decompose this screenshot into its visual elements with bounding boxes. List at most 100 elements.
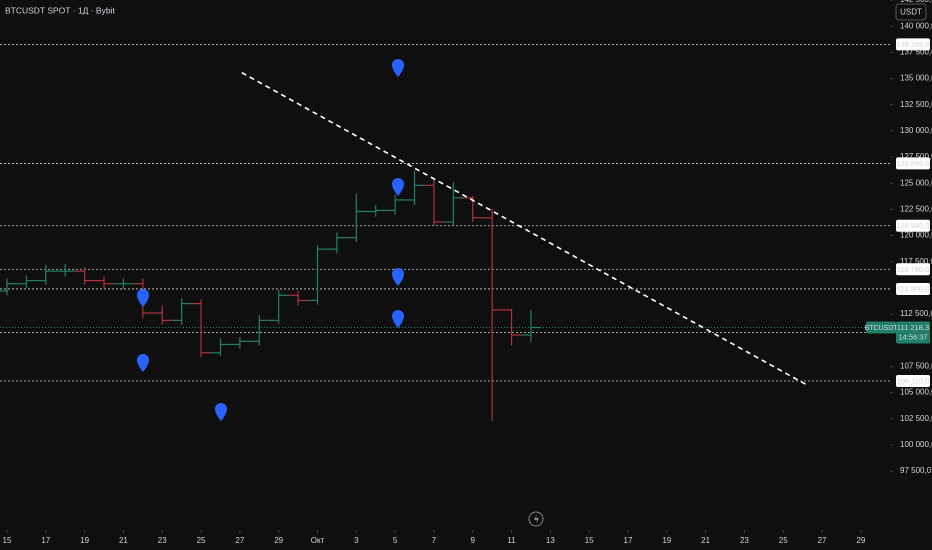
x-tick-label: 11 [507, 536, 516, 545]
replay-icon[interactable] [528, 511, 544, 527]
x-tick-label: 17 [41, 536, 50, 545]
chart-title: BTCUSDT SPOT · 1Д · Bybit [5, 5, 115, 15]
candle [521, 309, 541, 343]
candle [249, 315, 269, 346]
currency[interactable]: USDT [900, 8, 922, 17]
candle [74, 266, 95, 285]
candle [327, 232, 347, 254]
candle [0, 278, 17, 296]
x-tick-label: 23 [740, 536, 749, 545]
level-label-box [896, 157, 930, 170]
y-tick-label: 100 000,0 [900, 440, 932, 449]
pin [392, 59, 404, 77]
candle [501, 308, 522, 346]
markers [137, 59, 404, 421]
pin [392, 310, 404, 328]
candle [16, 275, 37, 288]
candle [482, 209, 502, 421]
x-tick-label: 15 [585, 536, 594, 545]
candle [94, 276, 114, 288]
x-tick-label: 9 [471, 536, 476, 545]
icon-circle[interactable] [528, 511, 544, 527]
level-label: 116 780,0 [897, 265, 930, 274]
x-tick-label: 13 [546, 536, 555, 545]
level-label: 138 260,0 [896, 40, 929, 49]
x-tick-label: 21 [119, 536, 128, 545]
candle [424, 177, 444, 226]
y-tick-label: 112 500,0 [900, 309, 932, 318]
y-tick-label: 125 000,0 [900, 178, 932, 187]
x-tick-label: 21 [701, 536, 710, 545]
symbol-tag [866, 321, 896, 334]
candle [230, 337, 250, 349]
level-label: 106 110,0 [897, 376, 930, 385]
countdown: 14:56:37 [898, 332, 927, 341]
level-label-box [896, 374, 930, 387]
level-label: 120 940,0 [896, 221, 929, 230]
level-label: 114 900,0 [897, 284, 930, 293]
candle [404, 170, 425, 206]
y-tick-label: 102 500,0 [900, 414, 932, 423]
candle [113, 278, 134, 289]
y-tick-label: 120 000,0 [900, 231, 932, 240]
level-label: 126 890,0 [896, 159, 929, 168]
level-label-box [896, 263, 930, 276]
candle [171, 298, 192, 325]
candle [210, 338, 231, 356]
x-tick-label: 19 [80, 536, 89, 545]
x-tick-label: 15 [3, 536, 12, 545]
candle [191, 299, 211, 357]
candle [443, 182, 464, 226]
x-tick-label: 17 [624, 536, 633, 545]
candle [366, 205, 386, 217]
candle [152, 305, 172, 325]
level-label-box [896, 219, 930, 232]
x-tick-label: Окт [311, 536, 325, 545]
y-tick-label: 97 500,0 [900, 466, 932, 475]
y-tick-label: 107 500,0 [900, 362, 932, 371]
x-tick-label: 27 [235, 536, 244, 545]
currency-box[interactable] [895, 3, 927, 21]
x-tick-label: 29 [274, 536, 283, 545]
x-tick-label: 27 [818, 536, 827, 545]
pin [215, 403, 227, 421]
y-tick-label: 105 000,0 [900, 388, 932, 397]
level-label-box [896, 282, 930, 295]
x-tick-label: 25 [197, 536, 206, 545]
x-tick-label: 7 [432, 536, 437, 545]
symbol-label: BTCUSDT [864, 325, 898, 332]
candle [385, 194, 405, 215]
level-label-box [896, 38, 930, 51]
pin [137, 289, 149, 307]
pin [137, 354, 149, 372]
candle [307, 244, 328, 305]
x-tick-label: 3 [354, 536, 359, 545]
y-tick-label: 127 500,0 [900, 152, 932, 161]
price-tag [896, 321, 930, 344]
y-tick-label: 135 000,0 [900, 74, 932, 83]
x-tick-label: 29 [856, 536, 865, 545]
y-tick-label: 130 000,0 [900, 126, 932, 135]
candle [55, 263, 75, 277]
candle [288, 291, 308, 306]
icon-bolt[interactable] [534, 514, 539, 524]
x-tick-label: 19 [662, 536, 671, 545]
y-tick-label: 132 500,0 [900, 100, 932, 109]
x-tick-label: 23 [158, 536, 167, 545]
pin [392, 178, 404, 196]
y-tick-label: 140 000,0 [900, 21, 932, 30]
candle [36, 264, 56, 285]
candle [346, 193, 367, 242]
last-price-label: 111 218,3 [897, 323, 929, 332]
y-tick-label: 117 500,0 [900, 257, 932, 266]
y-tick-label: 137 500,0 [900, 47, 932, 56]
trendline [241, 71, 807, 386]
y-tick-label: 142 500,0 [900, 0, 932, 4]
candle [268, 289, 289, 324]
pin [392, 268, 404, 286]
x-tick-label: 5 [393, 536, 398, 545]
x-tick-label: 25 [779, 536, 788, 545]
y-tick-label: 122 500,0 [900, 204, 932, 213]
